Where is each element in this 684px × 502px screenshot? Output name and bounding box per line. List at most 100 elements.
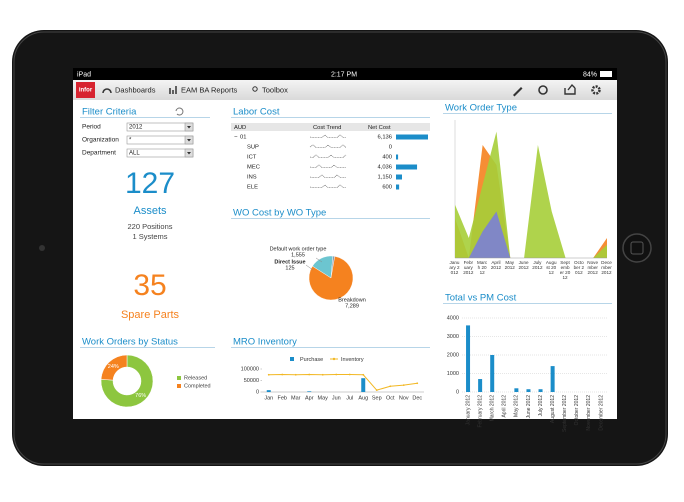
row-label: SUP <box>247 145 259 151</box>
edit-icon[interactable] <box>513 87 523 97</box>
x-tick-label: April 2012 <box>490 260 502 270</box>
legend-label: Completed <box>184 383 211 389</box>
inventory-point <box>375 389 378 392</box>
filter-select[interactable] <box>126 135 194 145</box>
x-tick-label: Aug <box>358 395 368 401</box>
inventory-point <box>389 385 392 388</box>
x-tick-label-box: July 2012 <box>532 260 542 270</box>
reports-icon <box>169 86 177 94</box>
cost-bar <box>396 174 402 180</box>
net-cost: 4,036 <box>377 165 392 171</box>
inventory-point <box>348 373 351 376</box>
panel-title: Filter Criteria <box>82 107 137 118</box>
x-tick-label: May 2012 <box>504 260 515 270</box>
x-tick-label: Jan <box>264 395 273 401</box>
panel-title: Work Orders by Status <box>82 337 178 348</box>
sparkline <box>309 164 346 168</box>
purchase-bar <box>361 378 366 392</box>
spare-parts-count: 35 <box>133 269 166 302</box>
legend-label: Inventory <box>341 357 364 363</box>
inventory-point <box>402 384 405 386</box>
row-label: ELE <box>247 185 258 191</box>
purchase-bar <box>307 391 312 392</box>
x-tick-label: May 2012 <box>514 395 520 417</box>
x-tick-label-box: March 2012 <box>477 260 487 275</box>
panel-title: Total vs PM Cost <box>445 293 517 304</box>
camera <box>39 245 45 251</box>
share-icon[interactable] <box>564 83 576 95</box>
bar <box>490 355 495 392</box>
x-tick-label-box: February 2012 <box>463 260 474 275</box>
collapse-toggle: − <box>234 135 238 141</box>
sparkline <box>309 134 346 138</box>
column-header: Net Cost <box>368 125 391 131</box>
x-tick-label: Sep <box>372 395 382 401</box>
net-cost: 0 <box>389 145 392 151</box>
inventory-point <box>267 373 270 376</box>
column-header: AUD <box>234 125 246 131</box>
donut-slice <box>100 354 128 381</box>
assets-label: Assets <box>133 205 167 217</box>
refresh-icon[interactable] <box>538 85 548 95</box>
clock: 2:17 PM <box>331 71 357 78</box>
y-tick-label: 0 <box>456 389 459 395</box>
x-tick-label-box: December 2012 <box>601 260 612 275</box>
y-tick-label: 50000 <box>244 378 259 384</box>
legend-swatch <box>177 376 181 380</box>
x-tick-label: Jul <box>346 395 353 401</box>
slice-label: 24% <box>108 364 119 370</box>
device: iPad <box>77 71 91 78</box>
tab[interactable]: EAM BA Reports <box>181 85 238 94</box>
x-tick-label-box: January 2012 <box>449 260 459 275</box>
logo: infor <box>79 88 93 94</box>
purchase-bar <box>266 390 271 392</box>
tab[interactable]: Toolbox <box>262 85 288 94</box>
y-tick-label: 1000 <box>447 371 459 377</box>
inventory-line <box>268 374 418 391</box>
cost-bar <box>396 164 418 170</box>
cost-bar <box>396 134 428 140</box>
settings-icon[interactable] <box>591 85 601 95</box>
status-bar <box>73 68 617 80</box>
x-tick-label: Dec <box>412 395 422 401</box>
x-tick-label: November 2012 <box>587 260 599 275</box>
x-tick-label: August 2012 <box>545 260 557 275</box>
y-tick-label: 3000 <box>447 334 459 340</box>
x-tick-label: October 2012 <box>574 395 580 426</box>
x-tick-label: April 2012 <box>502 395 508 418</box>
column-header: Cost Trend <box>313 125 341 131</box>
pie-label: Direct Issue <box>274 259 305 265</box>
x-tick-label-box: May 2012 <box>504 260 515 270</box>
table-header <box>231 123 430 131</box>
x-tick-label: February 2012 <box>463 260 474 275</box>
x-tick-label: December 2012 <box>598 395 604 431</box>
sparkline <box>309 174 346 178</box>
home-button[interactable] <box>622 233 652 263</box>
logo-box[interactable] <box>76 82 95 98</box>
sparkline <box>309 184 346 188</box>
pie-value: 7,289 <box>345 303 359 309</box>
x-tick-label: May <box>318 395 329 401</box>
net-cost: 600 <box>382 185 392 191</box>
bar <box>514 388 519 392</box>
battery-icon <box>600 71 612 77</box>
y-tick-label: 0 <box>256 389 259 395</box>
legend-label: Released <box>184 375 207 381</box>
select-arrow <box>187 152 191 155</box>
assets-count: 127 <box>125 167 175 200</box>
bar <box>550 366 555 392</box>
y-tick-label: 2000 <box>447 352 459 358</box>
pie-slice <box>308 256 354 301</box>
x-tick-label-box: April 2012 <box>490 260 502 270</box>
inventory-point <box>362 373 365 376</box>
row-label: MEC <box>247 165 260 171</box>
x-tick-label-box: September 2012 <box>559 260 571 280</box>
tab[interactable]: Dashboards <box>115 85 156 94</box>
area <box>455 211 607 258</box>
x-tick-label: Apr <box>305 395 314 401</box>
filter-refresh[interactable] <box>175 107 184 116</box>
sparkline <box>309 154 347 158</box>
x-tick-label-box: November 2012 <box>587 260 599 275</box>
x-tick-label: September 2012 <box>559 260 571 280</box>
